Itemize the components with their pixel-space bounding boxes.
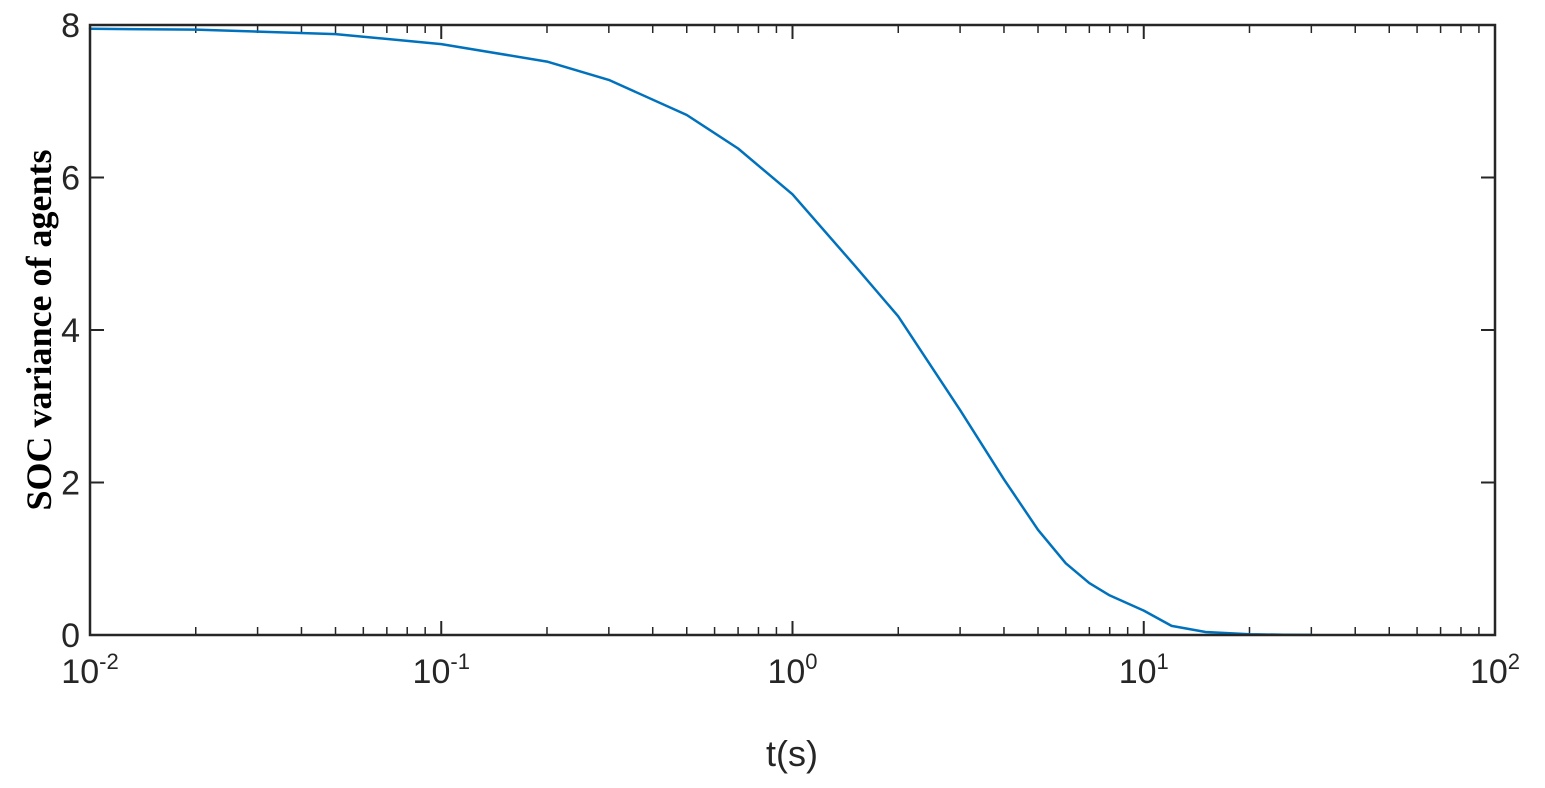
x-tick-label: 101 [1119,649,1169,691]
x-tick-label: 102 [1470,649,1520,691]
plot-frame [88,23,1497,637]
y-tick-label: 0 [61,617,80,655]
y-tick-label: 2 [61,465,80,503]
y-tick-label: 8 [61,7,80,45]
y-tick-label: 6 [61,160,80,198]
x-tick-label: 100 [767,649,817,691]
x-axis-label: t(s) [766,733,818,774]
y-tick-label: 4 [61,312,80,350]
series-line-0 [88,27,1313,637]
y-axis-label: SOC variance of agents [19,150,59,511]
x-tick-label: 10-1 [413,649,470,691]
x-tick-label: 10-2 [61,649,118,691]
